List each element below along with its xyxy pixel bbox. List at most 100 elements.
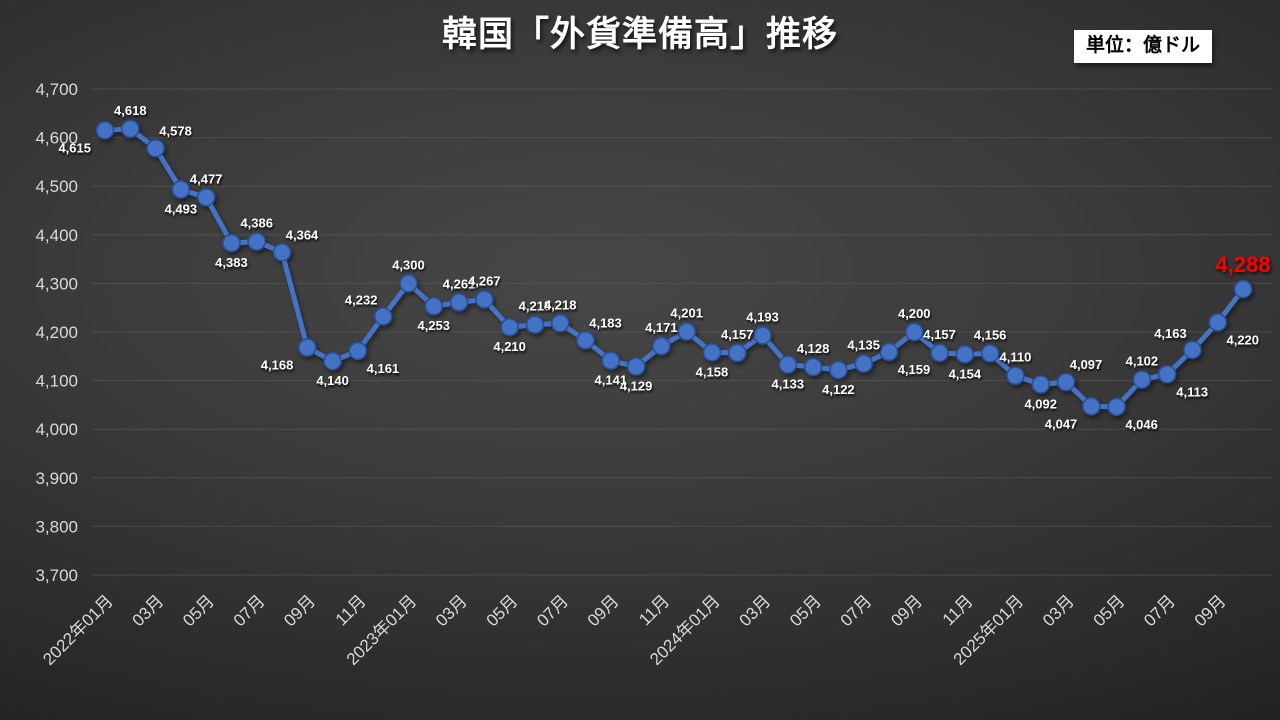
data-point-label: 4,113 (1176, 384, 1208, 399)
data-point-marker (1082, 397, 1101, 416)
data-point-label: 4,159 (898, 362, 931, 377)
data-point-marker (500, 317, 519, 337)
data-point-marker (247, 232, 267, 251)
data-point-label: 4,193 (746, 309, 779, 324)
data-point-marker (1132, 370, 1152, 389)
data-point-marker (727, 343, 747, 363)
data-point-marker (1107, 397, 1126, 417)
data-point-marker (980, 344, 1000, 363)
data-point-marker (95, 121, 115, 140)
data-point-marker (550, 313, 570, 333)
data-point-marker (930, 343, 949, 363)
x-axis-tick-label: 03月 (736, 591, 775, 630)
data-point-marker (146, 138, 165, 158)
data-point-marker (803, 357, 823, 377)
data-point-label: 4,201 (670, 306, 703, 321)
data-point-marker (626, 357, 646, 376)
data-point-marker (323, 351, 342, 371)
data-point-marker (677, 322, 696, 341)
data-point-label: 4,154 (949, 366, 982, 381)
data-point-marker (576, 330, 595, 350)
x-axis-tick-label: 2022年01月 (39, 591, 117, 669)
data-point-label: 4,135 (847, 338, 880, 353)
data-point-label: 4,210 (493, 339, 526, 354)
data-point-marker (829, 360, 848, 380)
x-axis-tick-label: 07月 (1140, 591, 1179, 630)
x-axis-tick-label: 03月 (1039, 591, 1078, 630)
data-point-label: 4,140 (316, 373, 349, 388)
data-point-marker (904, 322, 924, 342)
data-point-label: 4,218 (544, 297, 577, 312)
data-point-label: 4,200 (898, 306, 931, 321)
data-point-label: 4,157 (721, 327, 754, 342)
y-axis-tick-label: 4,500 (35, 177, 78, 196)
data-point-label: 4,364 (286, 227, 319, 242)
x-axis-tick-label: 09月 (887, 591, 926, 630)
data-point-label: 4,183 (589, 315, 622, 330)
y-axis-tick-label: 4,300 (35, 274, 78, 293)
data-point-marker (1157, 364, 1177, 384)
y-axis-tick-label: 4,400 (35, 226, 78, 245)
data-point-label: 4,163 (1154, 326, 1187, 341)
data-point-marker (879, 342, 899, 362)
data-point-label: 4,383 (215, 255, 248, 270)
data-point-label: 4,171 (645, 320, 678, 335)
data-point-marker (171, 180, 191, 199)
data-point-marker (475, 290, 494, 309)
data-point-label: 4,158 (696, 364, 729, 379)
data-point-label: 4,261 (443, 276, 476, 291)
data-point-label: 4,156 (974, 327, 1007, 342)
data-point-label: 4,215 (519, 299, 552, 314)
x-axis-tick-label: 05月 (1090, 591, 1129, 630)
y-axis-tick-label: 4,100 (35, 372, 78, 391)
data-point-marker (399, 274, 418, 293)
data-point-marker (1006, 366, 1025, 386)
data-point-marker (1183, 340, 1202, 360)
data-point-marker (120, 119, 140, 139)
x-axis-tick-label: 09月 (584, 591, 623, 630)
data-point-marker (272, 242, 292, 262)
data-point-label: 4,129 (620, 379, 653, 394)
data-point-marker (955, 345, 975, 364)
data-point-label: 4,578 (159, 123, 192, 138)
x-axis-tick-label: 03月 (432, 591, 471, 630)
data-point-label: 4,253 (417, 318, 450, 333)
data-point-label: 4,267 (468, 273, 501, 288)
data-point-label: 4,493 (165, 202, 198, 217)
data-point-label: 4,046 (1125, 417, 1158, 432)
x-axis-tick-label: 11月 (635, 591, 673, 629)
y-axis-tick-label: 3,700 (35, 566, 78, 585)
data-point-label: 4,220 (1226, 332, 1259, 347)
y-axis-tick-label: 3,800 (35, 517, 78, 536)
x-axis-tick-label: 05月 (483, 591, 522, 630)
data-point-marker (778, 355, 798, 374)
y-axis-tick-label: 4,700 (35, 80, 78, 99)
x-axis-tick-label: 05月 (786, 591, 825, 630)
data-point-label: 4,477 (190, 171, 223, 186)
data-point-label: 4,128 (797, 341, 830, 356)
data-point-label: 4,618 (114, 103, 147, 118)
unit-badge: 単位：億ドル (1073, 30, 1212, 63)
data-point-marker (525, 315, 545, 335)
data-point-marker (702, 343, 722, 362)
data-point-label: 4,047 (1045, 416, 1078, 431)
x-axis-tick-label: 07月 (837, 591, 876, 630)
y-axis-tick-label: 4,600 (35, 129, 78, 148)
data-point-marker (449, 293, 469, 312)
chart-title: 韓国「外貨準備高」推移 (441, 15, 838, 54)
data-point-label: 4,133 (772, 377, 805, 392)
data-point-marker (854, 354, 874, 373)
data-point-marker (222, 233, 241, 253)
data-point-label: 4,157 (923, 327, 956, 342)
latest-value-label: 4,288 (1216, 252, 1271, 277)
x-axis-tick-label: 11月 (939, 591, 977, 629)
data-point-label: 4,300 (392, 257, 425, 272)
data-point-label: 4,232 (345, 292, 378, 307)
data-point-marker (753, 326, 772, 345)
data-point-marker (652, 336, 671, 356)
series-line (102, 126, 1246, 410)
data-point-label: 4,141 (595, 373, 628, 388)
y-axis-tick-label: 4,200 (35, 323, 78, 342)
reserves-line-series (95, 119, 1253, 417)
